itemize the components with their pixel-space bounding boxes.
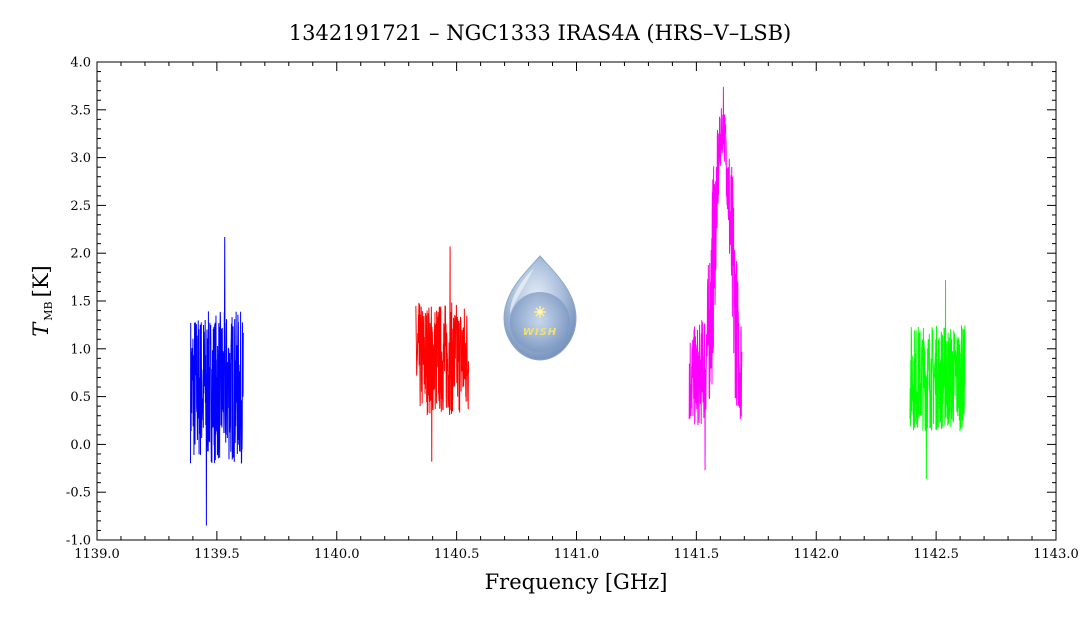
y-axis-title-main: T bbox=[29, 321, 53, 337]
x-tick-label: 1140.5 bbox=[434, 547, 480, 562]
wish-logo-highlight bbox=[510, 268, 534, 314]
y-axis-title-sub: MB bbox=[42, 301, 55, 320]
svg-text:TMB[K]: TMB [K] bbox=[29, 265, 55, 336]
x-axis-title: Frequency [GHz] bbox=[485, 570, 668, 594]
x-tick-label: 1139.0 bbox=[74, 547, 120, 562]
y-tick-label: 2.5 bbox=[70, 199, 91, 214]
y-axis-title-unit: [K] bbox=[29, 265, 53, 297]
x-tick-label: 1141.0 bbox=[554, 547, 600, 562]
y-tick-label: -0.5 bbox=[66, 486, 91, 501]
x-tick-label: 1139.5 bbox=[194, 547, 240, 562]
spectrum-series-4 bbox=[909, 279, 966, 479]
spectrum-series-2 bbox=[415, 246, 470, 462]
chart-title: 1342191721 – NGC1333 IRAS4A (HRS–V–LSB) bbox=[289, 21, 791, 45]
wish-logo-text: WISH bbox=[523, 327, 557, 338]
x-tick-label: 1142.5 bbox=[913, 547, 959, 562]
wish-logo: WISH bbox=[503, 255, 577, 361]
spectrum-series-3 bbox=[688, 86, 743, 471]
y-tick-label: 4.0 bbox=[70, 56, 91, 71]
y-tick-label: -1.0 bbox=[66, 534, 91, 549]
series-layer bbox=[190, 86, 966, 526]
x-tick-label: 1140.0 bbox=[314, 547, 360, 562]
ticks-layer: 1139.0 1139.5 1140.0 1140.5 1141.0 1141.5 1142… bbox=[66, 56, 1079, 563]
spectrum-series-1 bbox=[190, 236, 244, 526]
y-tick-label: 3.5 bbox=[70, 103, 91, 118]
y-tick-label: 1.5 bbox=[70, 295, 91, 310]
x-tick-label: 1141.5 bbox=[674, 547, 720, 562]
y-tick-label: 1.0 bbox=[70, 342, 91, 357]
wish-logo-inner-circle bbox=[510, 292, 570, 352]
y-tick-label: 2.0 bbox=[70, 247, 91, 262]
y-tick-label: 0.5 bbox=[70, 390, 91, 405]
x-tick-label: 1143.0 bbox=[1033, 547, 1079, 562]
plot-frame bbox=[96, 61, 1057, 541]
y-tick-label: 3.0 bbox=[70, 151, 91, 166]
x-tick-label: 1142.0 bbox=[794, 547, 840, 562]
y-tick-label: 0.0 bbox=[70, 438, 91, 453]
y-axis-title: TMB [K] bbox=[29, 265, 55, 336]
wish-star-core bbox=[537, 309, 543, 315]
